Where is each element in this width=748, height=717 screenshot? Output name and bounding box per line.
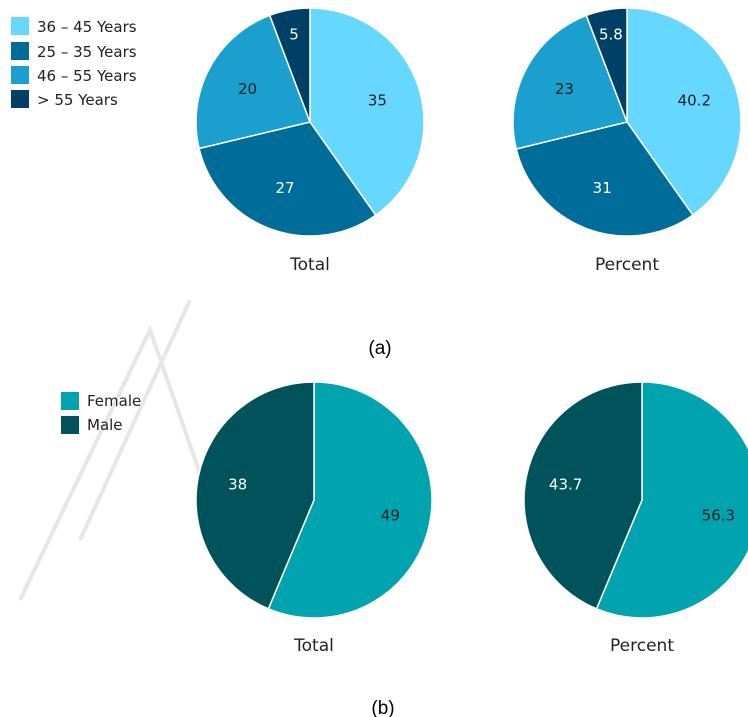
- legend-swatch-36-45: [11, 17, 29, 35]
- panel-caption-b: (b): [371, 698, 394, 717]
- pie-slice-male: [195, 381, 315, 610]
- legend-label-over-55: > 55 Years: [37, 91, 118, 109]
- pie-slice-55-years: [585, 7, 628, 123]
- pie-a-total: 35 27 20 5: [195, 7, 425, 237]
- slice-value-25-35-years: 27: [275, 179, 294, 197]
- legend-item-male: Male: [61, 416, 123, 434]
- slice-value-25-35-years: 31: [593, 179, 612, 197]
- slice-value-36-45-years: 40.2: [678, 92, 711, 110]
- pie-slice-25-35-years: [198, 121, 377, 237]
- chart-title-b-total: Total: [293, 636, 334, 656]
- pie-slice-male: [523, 381, 643, 610]
- legend-swatch-female: [61, 392, 79, 410]
- legend-swatch-46-55: [11, 66, 29, 84]
- slice-value-46-55-years: 23: [555, 80, 574, 98]
- chart-title-b-percent: Percent: [610, 636, 674, 656]
- pie-b-total: 49 38: [195, 381, 433, 619]
- slice-value-36-45-years: 35: [368, 92, 387, 110]
- chart-title-a-percent: Percent: [595, 255, 659, 275]
- legend-label-25-35: 25 – 35 Years: [37, 43, 137, 61]
- pie-slice-55-years: [268, 7, 311, 123]
- legend-swatch-over-55: [11, 90, 29, 108]
- slice-value-male: 38: [228, 476, 247, 494]
- legend-item-36-45: 36 – 45 Years: [11, 17, 137, 36]
- pie-b-percent: 56.3 43.7: [523, 381, 748, 619]
- legend-label-46-55: 46 – 55 Years: [37, 67, 137, 85]
- slice-value-46-55-years: 20: [238, 80, 257, 98]
- slice-value-55-years: 5: [289, 26, 299, 44]
- legend-label-36-45: 36 – 45 Years: [37, 18, 137, 36]
- legend-swatch-male: [61, 416, 79, 434]
- pie-slice-36-45-years: [626, 7, 742, 217]
- chart-title-a-total: Total: [289, 255, 330, 275]
- slice-value-55-years: 5.8: [599, 26, 623, 44]
- slice-value-female: 49: [381, 506, 400, 524]
- legend-label-female: Female: [87, 392, 141, 410]
- legend-label-male: Male: [87, 416, 123, 434]
- slice-value-male: 43.7: [549, 476, 582, 494]
- legend-item-25-35: 25 – 35 Years: [11, 42, 137, 61]
- panel-caption-a: (a): [368, 338, 391, 359]
- legend-a: 36 – 45 Years 25 – 35 Years 46 – 55 Year…: [11, 17, 137, 109]
- legend-item-female: Female: [61, 392, 141, 410]
- legend-b: Female Male: [61, 392, 141, 434]
- pie-slice-female: [267, 381, 433, 619]
- pie-a-percent: 40.2 31 23 5.8: [512, 7, 742, 237]
- legend-item-over-55: > 55 Years: [11, 90, 118, 109]
- legend-swatch-25-35: [11, 42, 29, 60]
- slice-value-female: 56.3: [702, 506, 735, 524]
- pie-slice-25-35-years: [515, 121, 694, 237]
- watermark: [18, 299, 232, 601]
- pie-slice-female: [595, 381, 748, 619]
- pie-slice-36-45-years: [309, 7, 425, 217]
- legend-item-46-55: 46 – 55 Years: [11, 66, 137, 85]
